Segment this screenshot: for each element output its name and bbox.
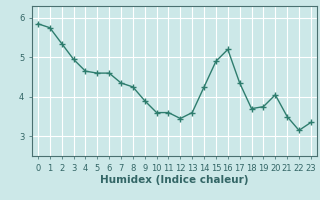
X-axis label: Humidex (Indice chaleur): Humidex (Indice chaleur): [100, 175, 249, 185]
